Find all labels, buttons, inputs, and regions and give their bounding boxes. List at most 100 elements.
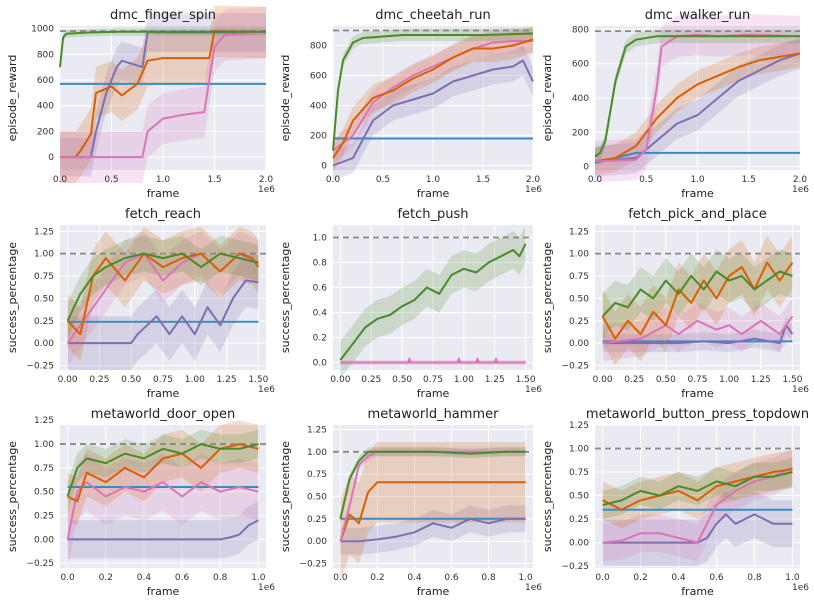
series-band-purple (595, 38, 800, 177)
x-multiplier: 1e6 (792, 385, 809, 395)
y-tick-label: −0.25 (26, 362, 54, 372)
y-tick-label: 1.00 (34, 250, 54, 260)
x-tick-label: 0.5 (104, 175, 118, 185)
chart-title: fetch_pick_and_place (628, 207, 767, 222)
y-axis-label: success_percentage (279, 441, 292, 552)
y-tick-label: 1.25 (569, 421, 589, 431)
series-line-purple (67, 279, 259, 345)
x-tick-label: 0.0 (326, 175, 341, 185)
y-tick-label: 0.25 (307, 515, 327, 525)
series-band-purple (333, 45, 533, 181)
y-tick-label: 1.25 (34, 416, 54, 426)
x-tick-label: 0.25 (361, 375, 381, 385)
x-tick-label: 0.75 (153, 375, 173, 385)
chart-title: dmc_cheetah_run (375, 8, 491, 23)
y-axis-label: success_percentage (541, 242, 554, 353)
series-line-purple (67, 519, 259, 541)
y-tick-label: 600 (310, 72, 327, 82)
y-tick-label: 0.75 (34, 272, 54, 282)
x-tick-label: 1.5 (742, 175, 756, 185)
x-multiplier: 1e6 (258, 583, 275, 593)
series-band-pink (602, 298, 793, 361)
x-tick-label: 1.50 (782, 375, 802, 385)
x-tick-label: 0.6 (709, 573, 724, 583)
series-line-orange (601, 261, 794, 340)
series-line-orange (332, 38, 534, 159)
series-band-green (340, 447, 526, 524)
y-axis-label: episode_reward (279, 55, 292, 142)
series-line-orange (594, 52, 801, 163)
x-tick-label: 0.50 (656, 375, 676, 385)
series-line-pink (332, 40, 533, 152)
series-band-pink (67, 231, 259, 366)
panel-fetch_pick_and_place: fetch_pick_and_place −0.25 0.00 0.25 0.50 0.7… (541, 207, 809, 400)
y-tick-label: 0 (321, 162, 327, 172)
series-line-green (602, 471, 793, 506)
y-axis-label: success_percentage (279, 242, 292, 353)
y-tick-label: 0.4 (313, 309, 328, 319)
series-line-green (66, 252, 259, 322)
y-axis-label: success_percentage (6, 441, 19, 552)
panel-fetch_reach: fetch_reach −0.25 0.00 0.25 0.50 0.75 1.00 1.25… (6, 207, 275, 400)
x-tick-label: 0.2 (633, 573, 647, 583)
x-multiplier: 1e6 (525, 583, 542, 593)
x-tick-label: 1.00 (454, 375, 474, 385)
y-tick-label: 600 (572, 60, 589, 70)
y-tick-label: 400 (310, 102, 327, 112)
y-tick-label: 1.00 (569, 445, 589, 455)
chart-title: metaworld_door_open (91, 407, 235, 422)
y-tick-label: 1.25 (34, 227, 54, 237)
y-tick-label: 200 (310, 132, 327, 142)
x-axis-label: frame (417, 585, 450, 598)
y-tick-label: 800 (310, 42, 327, 52)
y-tick-label: 0.50 (569, 492, 589, 502)
x-multiplier: 1e6 (258, 185, 275, 195)
y-tick-label: 200 (37, 127, 54, 137)
panel-metaworld_hammer: metaworld_hammer −0.25 0.00 0.25 0.50 0.75 1.0… (279, 407, 542, 598)
y-tick-label: 1.00 (569, 250, 589, 260)
y-axis-label: success_percentage (541, 441, 554, 552)
series-band-purple (67, 501, 259, 559)
y-tick-label: 0 (48, 153, 54, 163)
x-tick-label: 0.75 (687, 375, 707, 385)
series-line-green (594, 35, 800, 158)
x-tick-label: 0.4 (671, 573, 686, 583)
x-axis-label: frame (681, 585, 714, 598)
y-tick-label: 1.00 (307, 448, 327, 458)
x-tick-label: 0.0 (333, 573, 348, 583)
series-band-orange (340, 442, 526, 582)
y-tick-label: 0.75 (569, 468, 589, 478)
chart-title: metaworld_button_press_topdown (586, 407, 809, 422)
x-tick-label: 1.00 (185, 375, 205, 385)
x-tick-label: 1.5 (207, 175, 221, 185)
y-tick-label: 0.00 (34, 535, 54, 545)
x-multiplier: 1e6 (525, 385, 542, 395)
x-tick-label: 1.0 (251, 573, 266, 583)
x-tick-label: 1.25 (217, 375, 237, 385)
y-tick-label: 1.0 (313, 234, 328, 244)
y-tick-label: 1.25 (569, 227, 589, 237)
x-tick-label: 1.25 (751, 375, 771, 385)
x-tick-label: 2.0 (259, 175, 274, 185)
y-tick-label: 400 (572, 94, 589, 104)
x-tick-label: 0.2 (370, 573, 384, 583)
y-tick-label: 0.50 (34, 294, 54, 304)
x-tick-label: 1.0 (785, 573, 800, 583)
series-band-green (602, 457, 793, 520)
x-tick-label: 0.50 (392, 375, 412, 385)
y-tick-label: 800 (572, 25, 589, 35)
x-tick-label: 2.0 (793, 175, 808, 185)
series-line-purple (340, 517, 526, 543)
y-tick-label: 0.2 (313, 334, 327, 344)
x-tick-label: 0.0 (595, 573, 610, 583)
series-line-pink (602, 315, 794, 345)
series-band-purple (340, 505, 526, 555)
series-line-green (339, 450, 526, 520)
panel-metaworld_door_open: metaworld_door_open −0.25 0.00 0.25 0.50 0.75… (6, 407, 275, 598)
series-band-green (595, 29, 800, 164)
series-band-purple (60, 13, 266, 177)
y-tick-label: 600 (37, 76, 54, 86)
x-tick-label: 0.75 (423, 375, 443, 385)
series-line-orange (60, 30, 267, 159)
y-tick-label: 0.75 (34, 464, 54, 474)
